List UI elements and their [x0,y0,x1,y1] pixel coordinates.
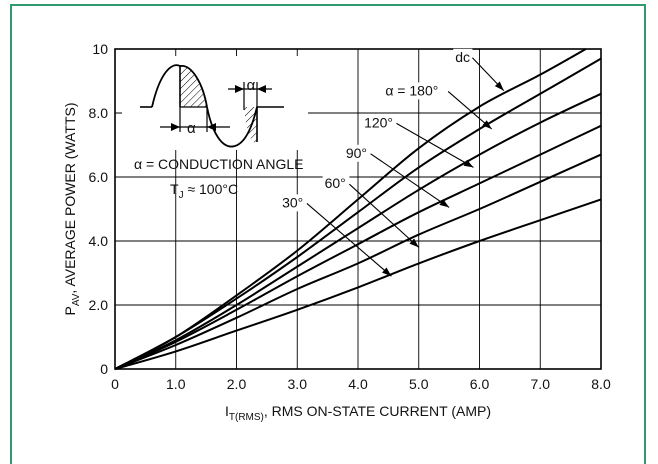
y-tick-label: 6.0 [89,169,109,185]
curve-label-leader [396,122,474,168]
alpha-dim-lower-arrow-left [171,123,180,131]
curve-label: 60° [325,175,346,191]
curve-label: 120° [364,114,393,130]
curve-label: dc [455,49,470,65]
y-axis-title: PAV, AVERAGE POWER (WATTS) [62,102,82,315]
alpha-label-upper: α [247,77,256,94]
curve-label-bg [322,175,350,193]
junction-temperature-label: TJ ≈ 100°C [170,181,238,201]
x-tick-label: 7.0 [531,376,551,392]
x-tick-label: 2.0 [227,376,247,392]
curves [114,48,602,370]
alpha-dim-lower-arrow-right [207,123,216,131]
curve-label-arrowhead [482,120,492,129]
series-line [114,198,602,370]
curve-label-arrowhead [439,199,450,208]
curve-label-bg [383,82,449,100]
x-tick-label: 4.0 [348,376,368,392]
x-tick-label: 5.0 [409,376,429,392]
curve-label-arrowhead [494,81,504,91]
plot-border [114,48,602,370]
series-line [114,124,602,370]
x-tick-label: 6.0 [470,376,490,392]
alpha-dim-upper-arrow-left [235,85,244,93]
curve-label: α = 180° [385,82,438,98]
y-tick-label: 8.0 [89,105,109,121]
x-tick-label: 1.0 [166,376,186,392]
figure-frame [10,4,646,464]
curve-label: 90° [346,145,367,161]
alpha-label-lower: α [187,120,196,137]
power-vs-current-chart: 0 1.0 2.0 3.0 4.0 5.0 6.0 7.0 8.0 0 2.0 4.0 6.0 8.0 1… [62,41,611,423]
x-tick-labels: 0 1.0 2.0 3.0 4.0 5.0 6.0 7.0 8.0 [111,376,611,392]
curve-label-bg [453,48,473,66]
alpha-dim-upper-arrow-right [257,85,266,93]
conduction-angle-label: α = CONDUCTION ANGLE [134,156,304,172]
curve-label-leader [306,202,392,277]
curve-labels: dc α = 180° 120° 90°60° 30° [280,48,505,277]
waveform-diagram: α α [122,56,308,150]
curve-label-arrowhead [409,238,419,248]
curve-label-arrowhead [463,159,474,168]
y-tick-label: 0 [100,361,108,377]
curve-label-arrowhead [382,267,392,277]
y-tick-label: 10 [92,41,108,57]
x-tick-label: 8.0 [591,376,611,392]
curve-label-leader [370,153,450,208]
series-line [114,92,602,370]
curve-label-bg [343,144,371,162]
curve-label-leader [447,90,493,130]
x-tick-label: 3.0 [288,376,308,392]
y-tick-label: 2.0 [89,297,109,313]
curve-label-bg [280,194,307,212]
curve-label: 30° [282,194,303,210]
series-line [114,57,602,370]
y-tick-label: 4.0 [89,233,109,249]
waveform-hatch-positive [180,65,207,107]
x-axis-title: IT(RMS), RMS ON-STATE CURRENT (AMP) [225,403,491,423]
y-tick-labels: 0 2.0 4.0 6.0 8.0 10 [89,41,109,377]
curve-label-leader [349,183,420,248]
curve-label-bg [362,114,397,132]
x-tick-label: 0 [111,376,119,392]
series-line [114,153,602,370]
